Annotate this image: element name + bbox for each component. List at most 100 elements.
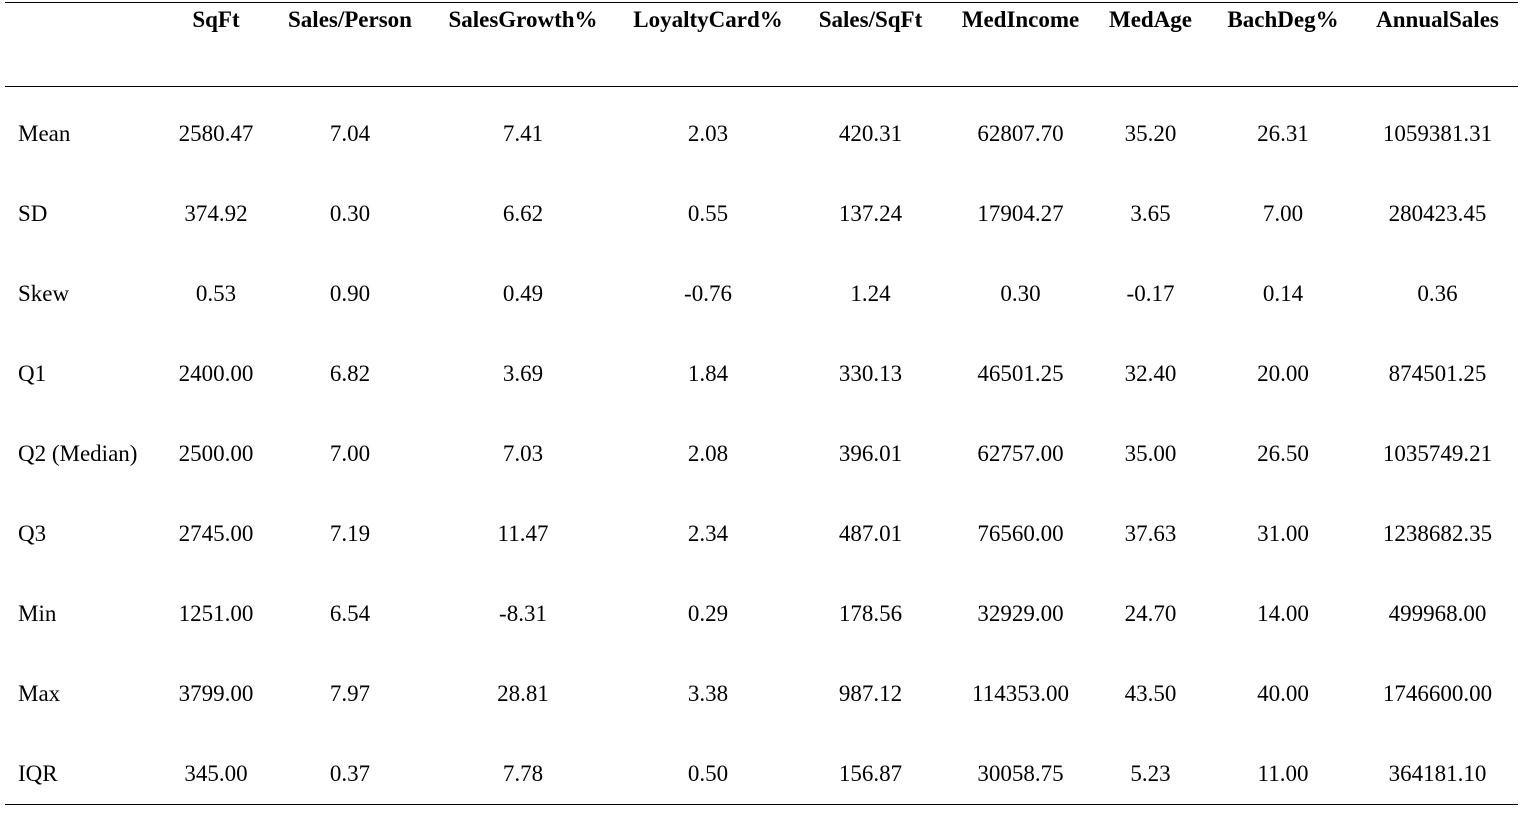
row-label: Q1 bbox=[18, 360, 47, 386]
column-header: AnnualSales bbox=[1376, 7, 1499, 32]
column-header: MedIncome bbox=[961, 7, 1080, 32]
table-cell: 35.20 bbox=[1124, 120, 1177, 146]
row-label: Mean bbox=[18, 120, 71, 146]
column-header bbox=[0, 0, 150, 48]
table-cell: 3799.00 bbox=[178, 680, 254, 706]
table-cell: -0.17 bbox=[1126, 280, 1175, 306]
table-cell: 330.13 bbox=[838, 360, 903, 386]
table-cell: 35.00 bbox=[1124, 440, 1177, 466]
table-cell: 0.50 bbox=[687, 760, 729, 786]
table-cell: 499968.00 bbox=[1388, 600, 1487, 626]
table-cell: 7.04 bbox=[329, 120, 371, 146]
table-cell: 1.24 bbox=[850, 280, 891, 306]
table-body: Mean 2580.47 7.04 7.41 2.03 420.31 62807.70 35.… bbox=[0, 93, 1522, 813]
table-cell: 0.37 bbox=[329, 760, 371, 786]
table-header-rule bbox=[5, 86, 1518, 87]
table-cell: 31.00 bbox=[1257, 520, 1309, 546]
table-row: Min 1251.00 6.54 -8.31 0.29 178.56 32929.00 24.… bbox=[0, 573, 1522, 653]
table-cell: 7.41 bbox=[502, 120, 544, 146]
table-cell: 0.29 bbox=[687, 600, 729, 626]
column-header: SqFt bbox=[192, 7, 240, 32]
row-label: Min bbox=[18, 600, 57, 626]
table-row: Max 3799.00 7.97 28.81 3.38 987.12 114353.00 43… bbox=[0, 653, 1522, 733]
row-label: SD bbox=[18, 200, 48, 226]
row-label: Q3 bbox=[18, 520, 47, 546]
table-cell: 62757.00 bbox=[977, 440, 1064, 466]
table-cell: 2745.00 bbox=[178, 520, 254, 546]
row-label: Skew bbox=[18, 280, 70, 306]
table-cell: 1251.00 bbox=[178, 600, 254, 626]
table-cell: 32.40 bbox=[1124, 360, 1177, 386]
header-spacer bbox=[0, 48, 1522, 93]
table-cell: 2.34 bbox=[687, 520, 729, 546]
table-cell: 2.08 bbox=[687, 440, 729, 466]
table-cell: 874501.25 bbox=[1388, 360, 1487, 386]
table-cell: 3.38 bbox=[687, 680, 729, 706]
table-cell: 24.70 bbox=[1124, 600, 1177, 626]
table-cell: 0.55 bbox=[687, 200, 729, 226]
table-cell: 62807.70 bbox=[977, 120, 1064, 146]
row-label: Q2 (Median) bbox=[18, 440, 138, 466]
table-cell: 26.50 bbox=[1257, 440, 1309, 466]
table-cell: 7.03 bbox=[502, 440, 544, 466]
table-cell: 3.69 bbox=[502, 360, 544, 386]
table-cell: 345.00 bbox=[184, 760, 248, 786]
table-cell: 32929.00 bbox=[977, 600, 1064, 626]
table-cell: 6.62 bbox=[502, 200, 544, 226]
column-header: LoyaltyCard% bbox=[633, 7, 783, 32]
table-cell: 280423.45 bbox=[1388, 200, 1487, 226]
table-cell: 2580.47 bbox=[178, 120, 254, 146]
table-cell: 374.92 bbox=[184, 200, 248, 226]
table-cell: 396.01 bbox=[838, 440, 903, 466]
header-row: SqFt Sales/Person SalesGrowth% LoyaltyCa… bbox=[0, 0, 1522, 48]
table-cell: 420.31 bbox=[838, 120, 903, 146]
table-cell: 17904.27 bbox=[977, 200, 1064, 226]
table-row: Q1 2400.00 6.82 3.69 1.84 330.13 46501.25 32.40… bbox=[0, 333, 1522, 413]
table-cell: 1035749.21 bbox=[1382, 440, 1493, 466]
table-row: IQR 345.00 0.37 7.78 0.50 156.87 30058.75 5.23 1… bbox=[0, 733, 1522, 813]
table-cell: 26.31 bbox=[1257, 120, 1309, 146]
table-cell: 987.12 bbox=[838, 680, 903, 706]
table-cell: 0.49 bbox=[502, 280, 544, 306]
table-cell: 46501.25 bbox=[977, 360, 1064, 386]
table-cell: 11.47 bbox=[497, 520, 549, 546]
table-cell: 156.87 bbox=[838, 760, 903, 786]
table-cell: 7.00 bbox=[1262, 200, 1304, 226]
table-cell: 30058.75 bbox=[977, 760, 1064, 786]
column-header: Sales/SqFt bbox=[818, 7, 923, 32]
table-cell: 14.00 bbox=[1257, 600, 1309, 626]
table-cell: 0.53 bbox=[195, 280, 237, 306]
table-row: SD 374.92 0.30 6.62 0.55 137.24 17904.27 3.65 7.… bbox=[0, 173, 1522, 253]
column-header: SalesGrowth% bbox=[448, 7, 598, 32]
table-cell: 5.23 bbox=[1130, 760, 1171, 786]
table-cell: 2400.00 bbox=[178, 360, 254, 386]
table-row: Q2 (Median) 2500.00 7.00 7.03 2.08 396.01 6275… bbox=[0, 413, 1522, 493]
table-cell: 1238682.35 bbox=[1382, 520, 1493, 546]
table-cell: 0.30 bbox=[329, 200, 371, 226]
table-cell: 487.01 bbox=[838, 520, 903, 546]
table-row: Q3 2745.00 7.19 11.47 2.34 487.01 76560.00 37.6… bbox=[0, 493, 1522, 573]
column-header: MedAge bbox=[1108, 7, 1193, 32]
table-cell: 0.14 bbox=[1262, 280, 1304, 306]
table-cell: 7.00 bbox=[329, 440, 371, 466]
table-cell: 364181.10 bbox=[1388, 760, 1487, 786]
table-bottom-rule bbox=[5, 804, 1518, 805]
table-cell: 43.50 bbox=[1124, 680, 1177, 706]
column-header: BachDeg% bbox=[1227, 7, 1339, 32]
table-cell: 11.00 bbox=[1257, 760, 1309, 786]
table-cell: 37.63 bbox=[1124, 520, 1177, 546]
table-cell: 3.65 bbox=[1130, 200, 1171, 226]
table-cell: 1746600.00 bbox=[1382, 680, 1493, 706]
table-cell: -0.76 bbox=[684, 280, 732, 306]
table-cell: 7.19 bbox=[329, 520, 371, 546]
table-top-rule bbox=[5, 2, 1518, 3]
table-cell: 6.54 bbox=[329, 600, 371, 626]
table-cell: 6.82 bbox=[329, 360, 371, 386]
table-cell: 137.24 bbox=[838, 200, 903, 226]
table-cell: 28.81 bbox=[497, 680, 549, 706]
table-cell: 0.36 bbox=[1417, 280, 1458, 306]
table-cell: 76560.00 bbox=[977, 520, 1064, 546]
table-cell: 20.00 bbox=[1257, 360, 1309, 386]
table-cell: 7.97 bbox=[329, 680, 371, 706]
